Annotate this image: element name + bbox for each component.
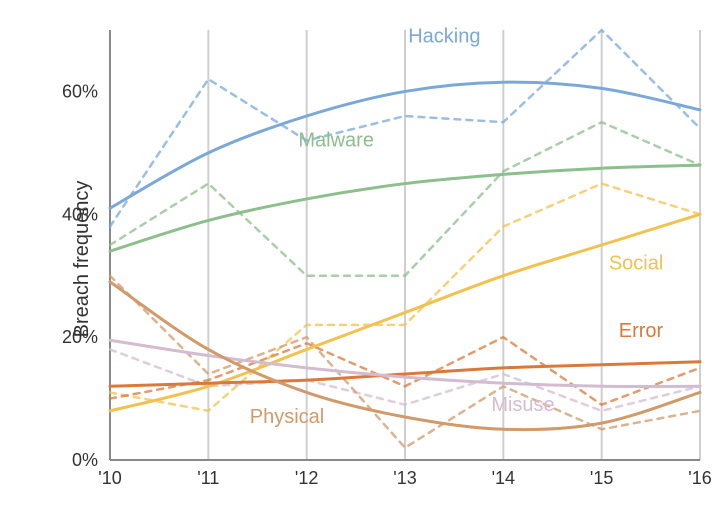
series-label-hacking: Hacking [408,25,480,47]
series-label-misuse: Misuse [491,394,554,416]
y-tick-label: 0% [72,450,98,470]
x-tick-label: '11 [197,468,219,488]
x-tick-label: '14 [492,468,515,488]
breach-frequency-chart: Breach frequency 0%20%40%60%'10'11'12'13… [0,0,726,518]
series-label-physical: Physical [250,406,324,428]
series-label-malware: Malware [298,130,374,152]
series-label-social: Social [609,253,663,275]
x-tick-label: '16 [688,468,711,488]
x-tick-label: '15 [590,468,613,488]
y-axis-title: Breach frequency [71,181,94,338]
x-tick-label: '12 [295,468,318,488]
x-tick-label: '13 [393,468,416,488]
x-tick-label: '10 [98,468,121,488]
chart-svg: 0%20%40%60%'10'11'12'13'14'15'16HackingM… [0,0,726,518]
series-label-error: Error [619,320,664,342]
y-tick-label: 60% [62,81,98,101]
